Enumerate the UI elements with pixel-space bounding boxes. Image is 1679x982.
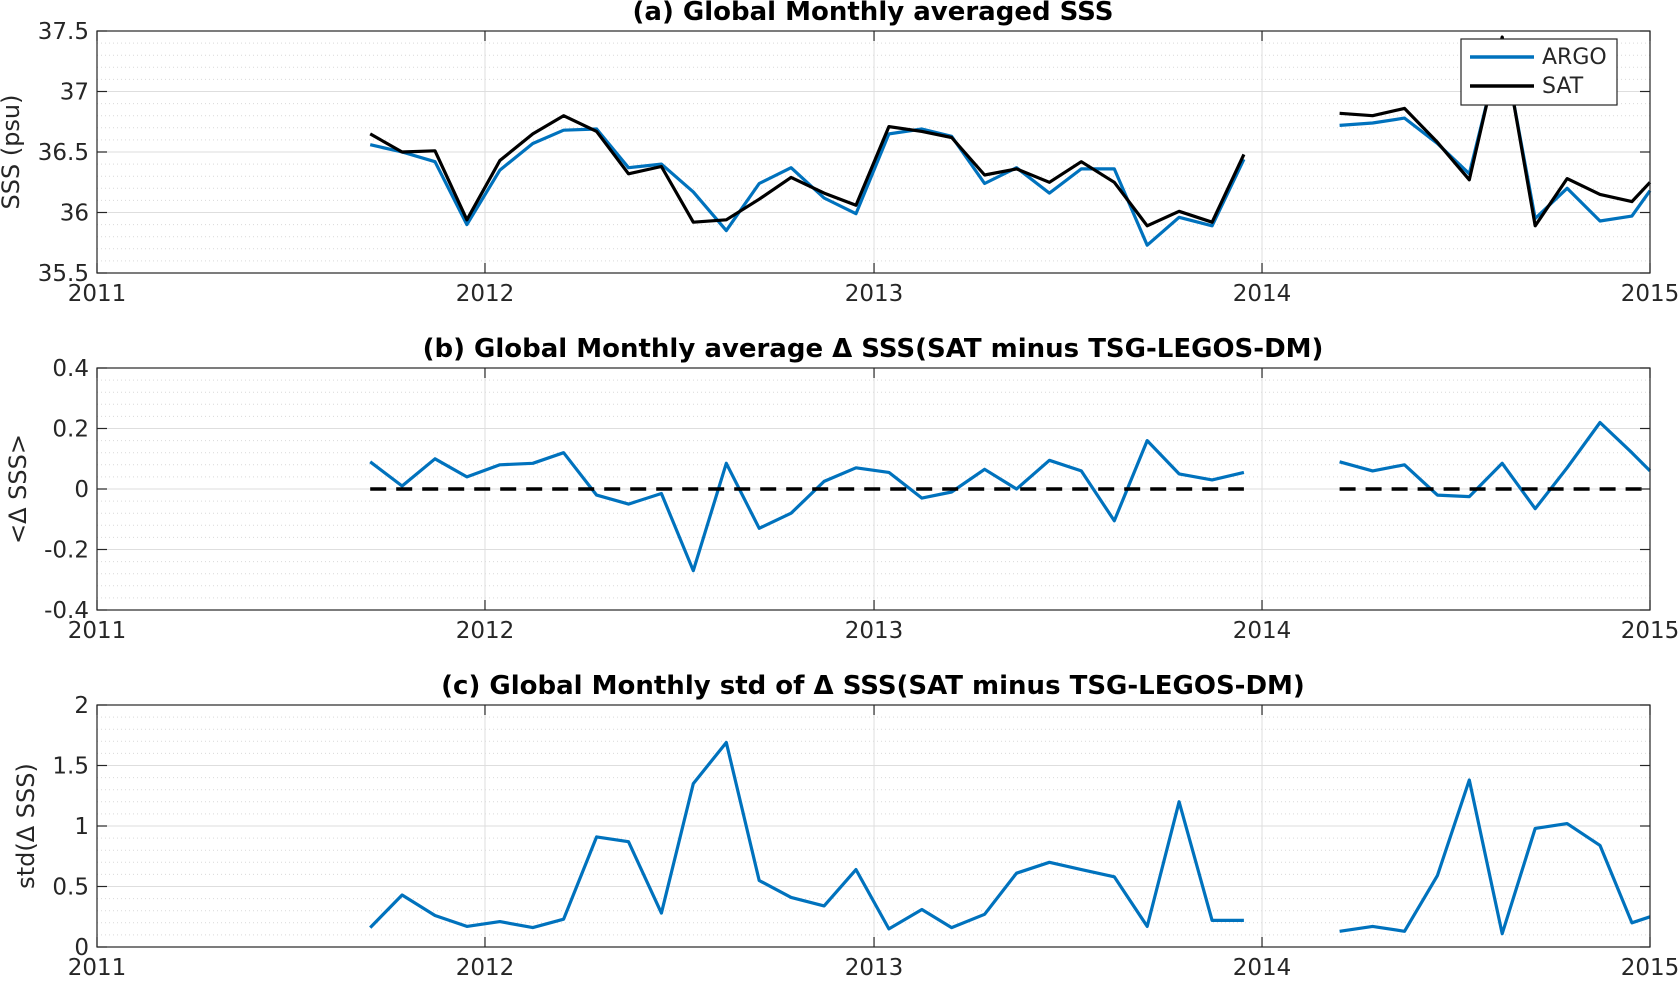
y-tick-label: 0 <box>74 477 89 503</box>
ticks-c: 0 0.5 1 1.5 2 2011 2012 2013 2014 2015 <box>52 693 1679 981</box>
legend-box <box>1460 38 1618 106</box>
x-tick-label: 2012 <box>456 955 515 981</box>
y-tick-label: -0.4 <box>44 598 89 624</box>
series-line-argo-a-seg1 <box>369 127 1246 247</box>
y-axis-label-c: std(Δ SSS) <box>12 763 40 889</box>
ticks-a: 35.5 36 36.5 37 37.5 2011 2012 2013 2014 2015 <box>38 19 1679 307</box>
y-tick-label: -0.2 <box>44 538 89 564</box>
series-line-delta-c-seg2 <box>1339 778 1651 936</box>
y-tick-label: 35.5 <box>38 261 89 287</box>
y-tick-label: 1.5 <box>52 754 89 780</box>
series-line-sat-a-seg2 <box>1339 35 1652 228</box>
series-layer-c <box>369 740 1651 936</box>
legend-a: ARGO SAT <box>1460 38 1618 106</box>
x-tick-label: 2013 <box>845 955 904 981</box>
y-tick-label: 2 <box>74 693 89 719</box>
y-tick-label: 36.5 <box>38 140 89 166</box>
x-tick-label: 2013 <box>845 618 904 644</box>
series-line-delta-b-seg1 <box>369 439 1245 573</box>
y-tick-label: 36 <box>60 201 89 227</box>
x-tick-label: 2014 <box>1233 618 1292 644</box>
y-axis-label-a: SSS (psu) <box>0 94 25 209</box>
x-tick-label: 2011 <box>68 618 127 644</box>
panel-a: 35.5 36 36.5 37 37.5 2011 2012 2013 2014 2015 (a)… <box>0 0 1679 307</box>
chart-title-c: (c) Global Monthly std of Δ SSS(SAT minu… <box>441 671 1305 701</box>
series-line-delta-b-seg2 <box>1339 420 1652 511</box>
y-axis-label-b: <Δ SSS> <box>4 434 32 544</box>
x-tick-label: 2014 <box>1233 955 1292 981</box>
y-tick-label: 37 <box>60 80 89 106</box>
chart-title-a: (a) Global Monthly averaged SSS <box>633 0 1114 27</box>
x-tick-label: 2015 <box>1621 618 1679 644</box>
y-tick-label: 0.5 <box>52 875 89 901</box>
y-tick-label: 37.5 <box>38 19 89 45</box>
legend-label-sat: SAT <box>1542 74 1584 99</box>
y-tick-label: 0.4 <box>52 356 89 382</box>
x-tick-label: 2012 <box>456 281 515 307</box>
x-tick-label: 2012 <box>456 618 515 644</box>
ticks-b: -0.4 -0.2 0 0.2 0.4 2011 2012 2013 2014 2015 <box>44 356 1679 644</box>
x-tick-label: 2013 <box>845 281 904 307</box>
y-tick-label: 0 <box>74 935 89 961</box>
x-tick-label: 2015 <box>1621 281 1679 307</box>
legend-label-argo: ARGO <box>1542 45 1607 70</box>
y-tick-label: 1 <box>74 814 89 840</box>
panel-b: -0.4 -0.2 0 0.2 0.4 2011 2012 2013 2014 2015 (b) … <box>4 334 1679 644</box>
series-line-delta-c-seg1 <box>369 740 1244 931</box>
x-tick-label: 2015 <box>1621 955 1679 981</box>
chart-title-b: (b) Global Monthly average Δ SSS(SAT min… <box>423 334 1324 364</box>
series-line-sat-a-seg1 <box>369 114 1246 228</box>
y-tick-label: 0.2 <box>52 417 89 443</box>
x-tick-label: 2014 <box>1233 281 1292 307</box>
grid-a <box>96 30 1651 274</box>
x-tick-label: 2011 <box>68 281 127 307</box>
panel-c: 0 0.5 1 1.5 2 2011 2012 2013 2014 2015 (c) Global… <box>12 671 1679 981</box>
series-layer-b <box>369 420 1652 573</box>
x-tick-label: 2011 <box>68 955 127 981</box>
